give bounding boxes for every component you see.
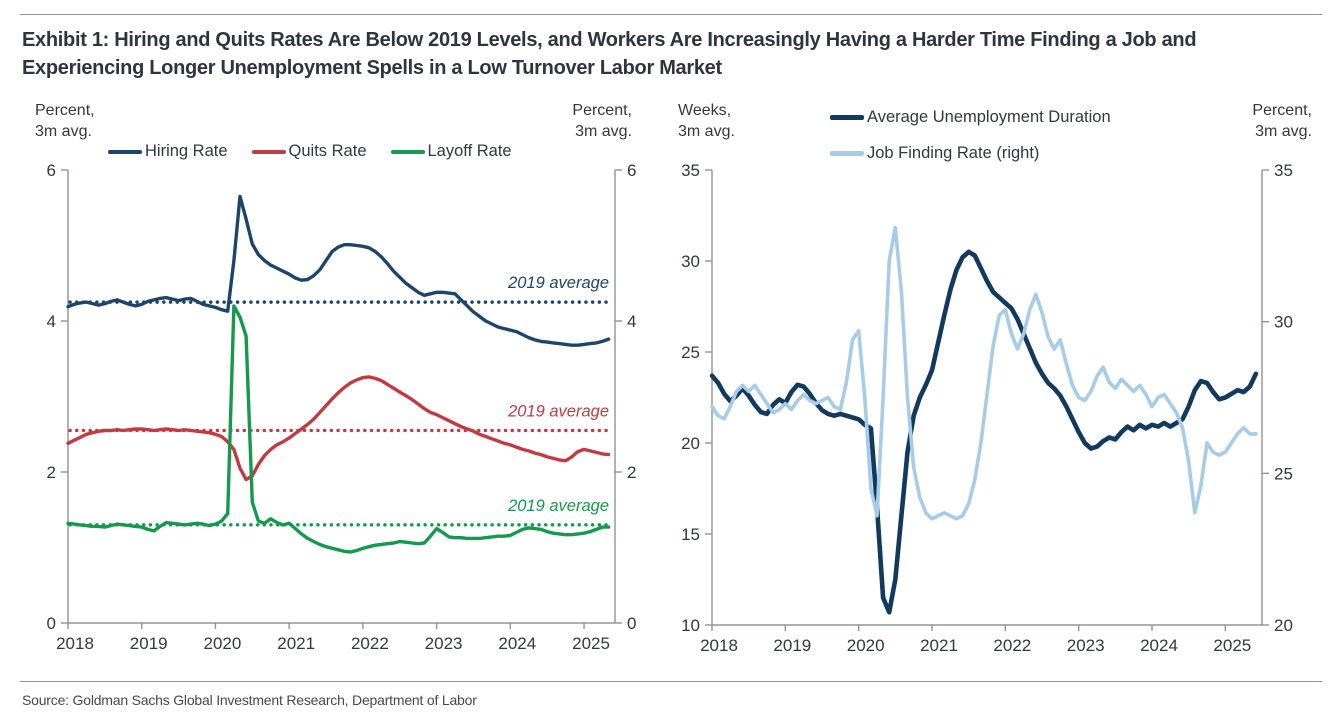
turnover-y-right-tick-label: 4 <box>627 312 636 331</box>
duration-x-tick-label: 2018 <box>700 636 738 655</box>
duration-x-tick-label: 2022 <box>993 636 1031 655</box>
duration-chart-legend: Average Unemployment Duration Job Finding… <box>830 108 1111 163</box>
turnover-y-right-tick-label: 2 <box>627 463 636 482</box>
turnover-y-left-tick-label: 2 <box>47 463 56 482</box>
top-divider <box>20 14 1322 15</box>
legend-label: Quits Rate <box>288 142 367 160</box>
duration-y-left-tick-label: 20 <box>681 434 700 453</box>
series-quits-rate-line <box>66 375 611 482</box>
turnover-annotation-navy: 2019 average <box>507 274 609 292</box>
legend-label: Average Unemployment Duration <box>867 108 1111 126</box>
turnover-x-tick-label: 2018 <box>56 634 94 653</box>
turnover-x-tick-label: 2025 <box>572 634 610 653</box>
legend-label: Layoff Rate <box>427 142 512 160</box>
duration-y-right-tick-label: 25 <box>1274 464 1293 483</box>
legend-item-hiring-rate: Hiring Rate <box>108 142 228 161</box>
duration-y-left-tick-label: 10 <box>681 616 700 635</box>
exhibit-title-line2: Experiencing Longer Unemployment Spells … <box>22 57 722 79</box>
legend-swatch-icon <box>830 151 864 156</box>
series-job-finding-rate-right--line <box>710 225 1258 521</box>
turnover-annotation-red: 2019 average <box>507 402 609 420</box>
exhibit-title-line1: Exhibit 1: Hiring and Quits Rates Are Be… <box>22 29 1197 51</box>
legend-swatch-icon <box>251 149 286 154</box>
duration-left-axis-title: Weeks, 3m avg. <box>678 102 735 140</box>
legend-item-layoff-rate: Layoff Rate <box>390 142 512 161</box>
legend-label: Job Finding Rate (right) <box>867 144 1040 162</box>
duration-right-axis-title: Percent, 3m avg. <box>1252 102 1312 140</box>
series-hiring-rate-line <box>66 194 611 347</box>
duration-y-right-tick-label: 20 <box>1274 616 1293 635</box>
duration-y-left-tick-label: 30 <box>681 252 700 271</box>
turnover-x-tick-label: 2019 <box>130 634 168 653</box>
turnover-y-right-tick-label: 6 <box>627 161 636 180</box>
duration-y-left-tick-label: 15 <box>681 525 700 544</box>
turnover-x-tick-label: 2024 <box>498 634 536 653</box>
turnover-annotation-green: 2019 average <box>507 497 609 515</box>
legend-swatch-icon <box>108 149 142 154</box>
legend-swatch-icon <box>390 149 425 154</box>
legend-item-job-finding-rate-right-: Job Finding Rate (right) <box>830 144 1111 163</box>
turnover-y-left-tick-label: 0 <box>47 614 56 633</box>
series-layoff-rate-line <box>66 304 611 554</box>
duration-x-tick-label: 2024 <box>1140 636 1178 655</box>
turnover-y-left-tick-label: 4 <box>47 312 56 331</box>
duration-x-tick-label: 2025 <box>1213 636 1251 655</box>
exhibit-title: Exhibit 1: Hiring and Quits Rates Are Be… <box>22 26 1207 82</box>
legend-item-quits-rate: Quits Rate <box>251 142 367 161</box>
turnover-x-tick-label: 2023 <box>425 634 463 653</box>
duration-y-right-tick-label: 30 <box>1274 313 1293 332</box>
legend-label: Hiring Rate <box>145 142 228 160</box>
turnover-y-right-tick-label: 0 <box>627 614 636 633</box>
turnover-y-left-tick-label: 6 <box>47 161 56 180</box>
duration-x-tick-label: 2021 <box>920 636 958 655</box>
duration-x-tick-label: 2023 <box>1067 636 1105 655</box>
turnover-x-tick-label: 2021 <box>277 634 315 653</box>
legend-swatch-icon <box>830 115 864 120</box>
turnover-x-tick-label: 2020 <box>204 634 242 653</box>
legend-item-average-unemployment-duration: Average Unemployment Duration <box>830 108 1111 127</box>
duration-x-tick-label: 2019 <box>773 636 811 655</box>
source-note: Source: Goldman Sachs Global Investment … <box>22 692 477 708</box>
turnover-x-tick-label: 2022 <box>351 634 389 653</box>
turnover-right-axis-title: Percent, 3m avg. <box>572 102 632 140</box>
series-average-unemployment-duration-line <box>709 249 1259 615</box>
turnover-chart-legend: Hiring Rate Quits Rate Layoff Rate <box>108 142 512 161</box>
duration-x-tick-label: 2020 <box>847 636 885 655</box>
bottom-divider <box>20 681 1322 682</box>
duration-y-left-tick-label: 35 <box>681 161 700 180</box>
duration-y-left-tick-label: 25 <box>681 343 700 362</box>
duration-y-right-tick-label: 35 <box>1274 161 1293 180</box>
turnover-left-axis-title: Percent, 3m avg. <box>35 102 95 140</box>
